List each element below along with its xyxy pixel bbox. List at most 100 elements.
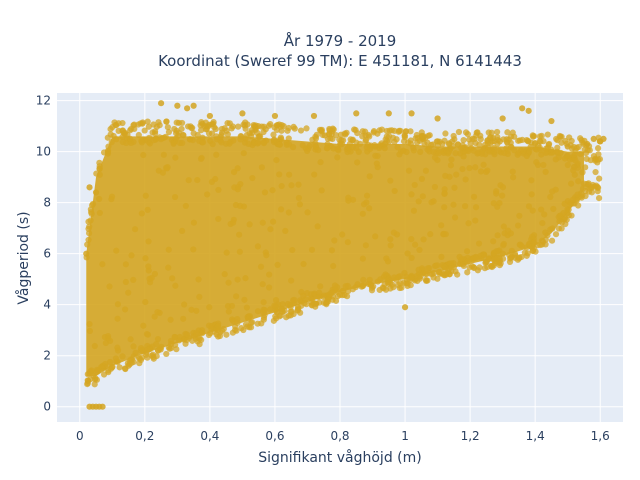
data-point <box>410 144 417 151</box>
data-point <box>441 204 448 211</box>
data-point <box>387 236 394 243</box>
data-point <box>119 353 126 360</box>
data-point <box>234 165 241 172</box>
data-point <box>236 231 243 238</box>
data-point <box>301 300 308 307</box>
data-point <box>388 127 395 134</box>
data-point <box>455 128 463 136</box>
data-point <box>503 136 510 143</box>
data-point <box>88 210 95 218</box>
data-point <box>395 273 402 280</box>
data-point <box>248 127 255 134</box>
data-point <box>224 120 231 127</box>
data-point <box>114 315 121 322</box>
x-tick-label: 1 <box>401 429 409 443</box>
data-point <box>407 128 414 135</box>
data-point <box>156 122 163 129</box>
data-point <box>229 123 236 130</box>
data-point <box>235 123 242 130</box>
data-point <box>100 371 108 378</box>
data-point <box>144 354 151 361</box>
data-point <box>411 241 419 248</box>
data-point <box>476 264 483 271</box>
data-point <box>128 252 135 259</box>
x-axis-title: Signifikant våghöjd (m) <box>258 449 421 466</box>
data-point <box>108 193 116 200</box>
data-point <box>540 138 547 145</box>
data-point <box>111 119 118 126</box>
data-point <box>499 192 506 199</box>
data-point <box>193 329 200 337</box>
data-point <box>189 337 196 344</box>
data-point <box>132 349 139 356</box>
data-point <box>395 128 402 135</box>
data-point <box>570 143 578 151</box>
data-point <box>315 147 322 154</box>
data-point <box>517 241 524 248</box>
data-point <box>260 309 267 316</box>
data-point <box>541 211 548 218</box>
data-point <box>464 258 471 265</box>
data-point <box>199 330 206 337</box>
data-point <box>355 148 362 155</box>
data-point <box>387 177 394 184</box>
data-point <box>384 276 391 283</box>
data-point <box>397 280 404 287</box>
data-point <box>427 231 434 238</box>
data-point <box>590 135 597 143</box>
data-point <box>276 171 283 178</box>
data-point <box>373 160 380 167</box>
data-point <box>287 301 294 308</box>
data-point <box>108 139 115 146</box>
y-tick-label: 6 <box>43 247 51 261</box>
data-point <box>384 258 392 265</box>
data-point <box>131 125 138 132</box>
data-point <box>181 301 188 308</box>
data-point <box>582 164 589 171</box>
data-point <box>206 304 213 311</box>
data-point <box>86 184 93 191</box>
data-point <box>198 127 205 134</box>
tick-labels: 0 0,2 0,4 0,6 0,8 1 1,2 1,4 1,6 0 2 4 6 8 10 12 <box>36 94 610 443</box>
data-point <box>481 141 488 149</box>
data-point <box>135 131 142 139</box>
data-point <box>450 132 457 140</box>
data-point <box>501 149 508 157</box>
data-point <box>173 346 180 353</box>
data-point <box>568 137 575 145</box>
data-point <box>171 125 178 133</box>
data-point <box>308 291 315 298</box>
data-point <box>579 185 587 192</box>
data-point <box>83 250 90 257</box>
data-point <box>225 308 232 315</box>
data-point <box>247 324 255 331</box>
data-point <box>383 133 390 140</box>
data-point <box>396 284 403 292</box>
data-point <box>500 223 507 230</box>
data-point <box>155 347 162 354</box>
data-point <box>328 247 336 254</box>
data-point <box>300 260 307 268</box>
data-point <box>528 177 535 184</box>
data-point <box>582 150 590 157</box>
data-point <box>86 320 93 328</box>
data-point <box>571 163 578 171</box>
data-point <box>236 202 244 209</box>
y-tick-label: 0 <box>43 400 51 414</box>
data-point <box>245 315 252 322</box>
data-point <box>250 121 257 129</box>
data-point <box>414 277 421 285</box>
data-point <box>482 259 490 266</box>
data-point <box>572 157 579 164</box>
data-point <box>499 184 507 191</box>
data-point <box>270 218 277 225</box>
data-point <box>500 240 507 248</box>
data-point <box>359 282 367 289</box>
data-point <box>145 123 152 130</box>
data-point <box>331 237 338 244</box>
data-point <box>105 143 112 150</box>
data-point <box>577 135 584 142</box>
data-point <box>525 107 532 114</box>
data-point <box>163 350 170 358</box>
data-point <box>224 302 232 310</box>
